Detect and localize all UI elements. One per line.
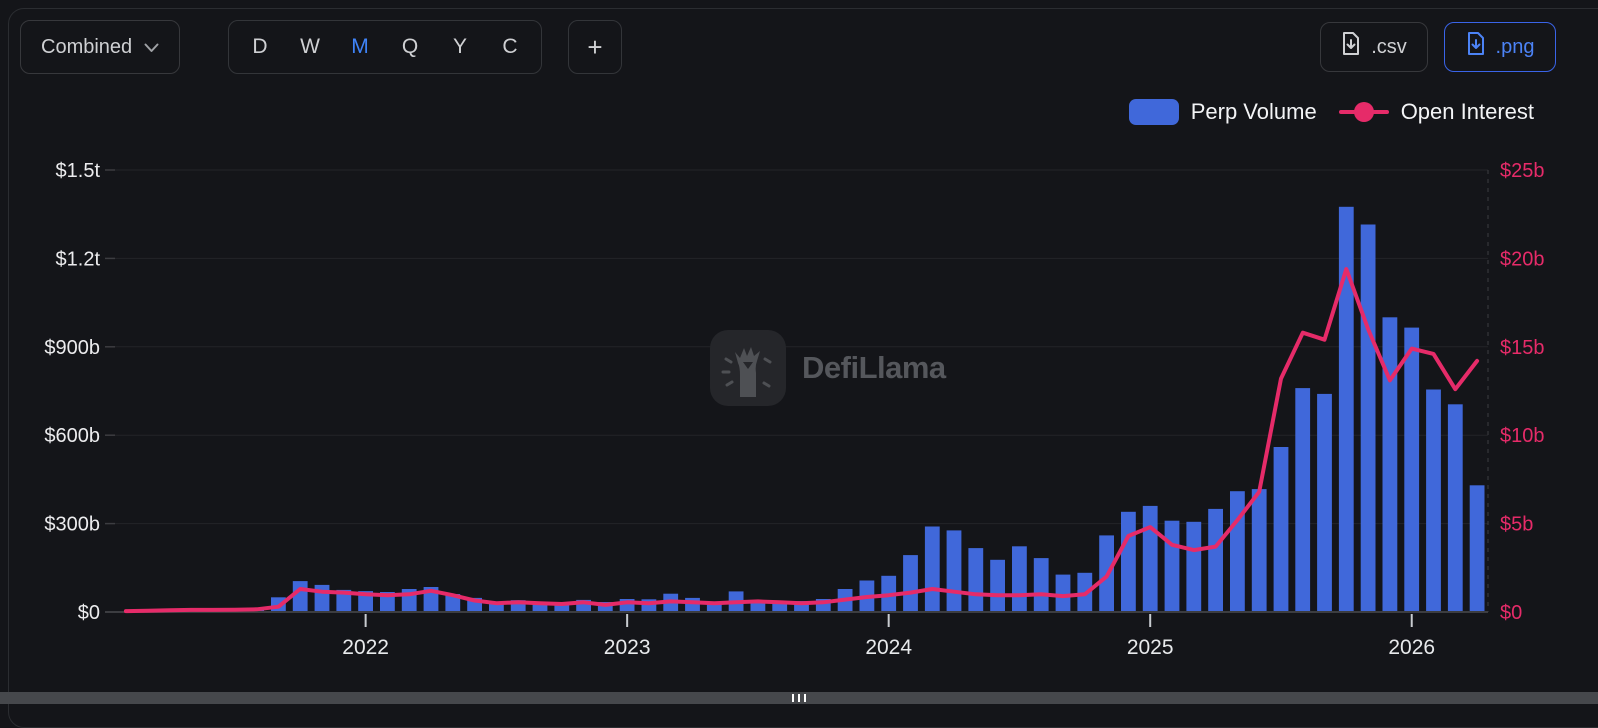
plus-icon: + bbox=[587, 32, 602, 63]
chart-legend: Perp Volume Open Interest bbox=[1129, 99, 1534, 125]
volume-bar[interactable] bbox=[990, 560, 1005, 613]
left-axis-label: $1.2t bbox=[56, 248, 101, 270]
left-axis-label: $900b bbox=[44, 337, 100, 359]
volume-bar[interactable] bbox=[1165, 521, 1180, 613]
right-axis-label: $10b bbox=[1500, 425, 1545, 447]
download-file-icon bbox=[1341, 32, 1361, 62]
volume-bar[interactable] bbox=[925, 527, 940, 614]
year-label: 2025 bbox=[1127, 636, 1174, 659]
year-label: 2026 bbox=[1388, 636, 1435, 659]
scrollbar-grip-icon bbox=[804, 694, 806, 702]
download-csv-button[interactable]: .csv bbox=[1320, 22, 1428, 72]
download-file-icon bbox=[1466, 32, 1486, 62]
grouping-dropdown-label: Combined bbox=[41, 36, 132, 59]
grouping-dropdown[interactable]: Combined bbox=[20, 20, 180, 74]
volume-bar[interactable] bbox=[1121, 512, 1136, 613]
download-png-button[interactable]: .png bbox=[1444, 22, 1556, 72]
volume-bar[interactable] bbox=[1143, 506, 1158, 613]
volume-bar[interactable] bbox=[1295, 388, 1310, 613]
perp-volume-bars bbox=[249, 207, 1484, 613]
volume-bar[interactable] bbox=[1012, 546, 1027, 613]
scrollbar-grip-icon bbox=[792, 694, 794, 702]
volume-bar[interactable] bbox=[1448, 404, 1463, 613]
interval-button-Q[interactable]: Q bbox=[385, 35, 435, 59]
right-axis-label: $20b bbox=[1500, 248, 1545, 270]
left-axis-label: $1.5t bbox=[56, 160, 101, 182]
interval-button-D[interactable]: D bbox=[235, 35, 285, 59]
open-interest-legend-label: Open Interest bbox=[1401, 99, 1534, 125]
csv-button-label: .csv bbox=[1371, 36, 1407, 59]
volume-bar[interactable] bbox=[1470, 485, 1485, 613]
scrollbar-grip-icon bbox=[798, 694, 800, 702]
right-axis-label: $25b bbox=[1500, 160, 1545, 182]
perp-volume-legend-label: Perp Volume bbox=[1191, 99, 1317, 125]
interval-button-M[interactable]: M bbox=[335, 35, 385, 59]
add-interval-button[interactable]: + bbox=[568, 20, 622, 74]
volume-bar[interactable] bbox=[903, 555, 918, 613]
left-axis-label: $0 bbox=[78, 602, 100, 624]
horizontal-scrollbar[interactable] bbox=[0, 692, 1598, 704]
year-label: 2023 bbox=[604, 636, 651, 659]
year-label: 2024 bbox=[865, 636, 912, 659]
volume-bar[interactable] bbox=[968, 548, 983, 613]
volume-bar[interactable] bbox=[1208, 509, 1223, 613]
right-axis-label: $0 bbox=[1500, 602, 1522, 624]
volume-bar[interactable] bbox=[1426, 390, 1441, 614]
volume-bar[interactable] bbox=[293, 581, 308, 613]
interval-button-C[interactable]: C bbox=[485, 35, 535, 59]
year-label: 2022 bbox=[342, 636, 389, 659]
left-axis-label: $300b bbox=[44, 514, 100, 536]
volume-bar[interactable] bbox=[1317, 394, 1332, 613]
right-axis-label: $5b bbox=[1500, 514, 1533, 536]
chevron-down-icon bbox=[144, 36, 159, 59]
volume-bar[interactable] bbox=[1034, 558, 1049, 613]
volume-bar[interactable] bbox=[1361, 225, 1376, 614]
volume-bar[interactable] bbox=[1274, 447, 1289, 613]
legend-item-perp-volume[interactable]: Perp Volume bbox=[1129, 99, 1317, 125]
interval-button-W[interactable]: W bbox=[285, 35, 335, 59]
interval-button-Y[interactable]: Y bbox=[435, 35, 485, 59]
png-button-label: .png bbox=[1496, 36, 1535, 59]
volume-bar[interactable] bbox=[1383, 317, 1398, 613]
perp-volume-swatch bbox=[1129, 99, 1179, 125]
volume-bar[interactable] bbox=[1186, 522, 1201, 613]
volume-bar[interactable] bbox=[947, 530, 962, 613]
volume-bar[interactable] bbox=[1252, 489, 1267, 613]
right-axis-label: $15b bbox=[1500, 337, 1545, 359]
volume-bar[interactable] bbox=[1230, 491, 1245, 613]
left-axis-label: $600b bbox=[44, 425, 100, 447]
legend-item-open-interest[interactable]: Open Interest bbox=[1339, 99, 1534, 125]
volume-bar[interactable] bbox=[1404, 328, 1419, 613]
open-interest-marker bbox=[1339, 99, 1389, 125]
